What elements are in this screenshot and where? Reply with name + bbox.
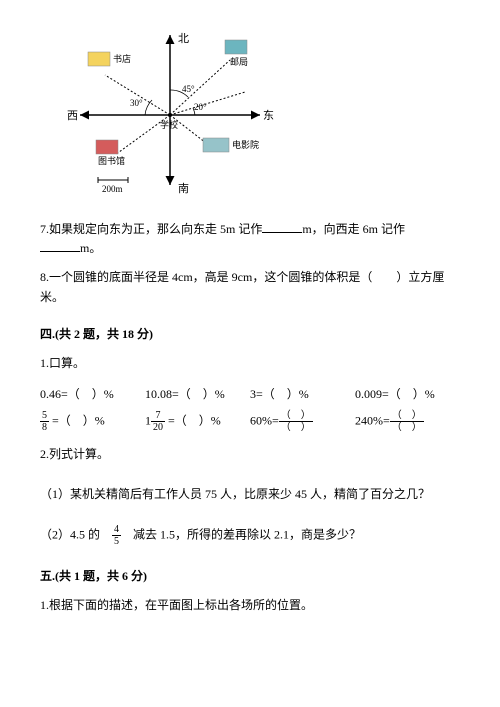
calc-2b: 1720 =（ ）%	[145, 410, 250, 433]
s5-q1: 1.根据下面的描述，在平面图上标出各场所的位置。	[40, 596, 460, 615]
angle30: 30°	[130, 98, 143, 108]
angle20: 20°	[194, 102, 207, 112]
q8-text: 8.一个圆锥的底面半径是 4cm，高是 9cm，这个圆锥的体积是（ ）立方厘米。	[40, 270, 444, 303]
s4-q2-label: 2.列式计算。	[40, 445, 460, 464]
east-label: 东	[263, 109, 274, 122]
frac-paren-1: （ ）（ ）	[279, 410, 313, 433]
calc-1c: 3=（ ）%	[250, 385, 355, 404]
s4-q2-sub2b: 减去 1.5，所得的差再除以 2.1，商是多少？	[121, 527, 361, 541]
school-label: 学校	[160, 119, 178, 130]
compass-diagram: 北 南 东 西 学校 书店 邮局 图书馆 电影院 30° 45° 20° 200…	[60, 30, 260, 190]
bookstore-label: 书店	[113, 53, 131, 64]
cinema-label: 电影院	[232, 139, 259, 150]
calc-row-2: 58 =（ ）% 1720 =（ ）% 60%=（ ）（ ） 240%=（ ）（…	[40, 410, 460, 433]
west-label: 西	[67, 110, 78, 122]
frac-4-5: 45	[112, 524, 121, 547]
frac-paren-2: （ ）（ ）	[390, 410, 424, 433]
question-8: 8.一个圆锥的底面半径是 4cm，高是 9cm，这个圆锥的体积是（ ）立方厘米。	[40, 268, 460, 306]
section-4-heading: 四.(共 2 题，共 18 分)	[40, 325, 460, 344]
q7-unit2: m。	[80, 241, 101, 255]
north-label: 北	[178, 32, 189, 45]
section-5-heading: 五.(共 1 题，共 6 分)	[40, 567, 460, 586]
library-label: 图书馆	[98, 155, 125, 166]
angle45: 45°	[182, 84, 195, 94]
south-label: 南	[178, 182, 189, 195]
calc-1d: 0.009=（ ）%	[355, 385, 460, 404]
calc-1a: 0.46=（ ）%	[40, 385, 145, 404]
scale-label: 200m	[102, 184, 123, 194]
s4-q2-sub1: （1）某机关精简后有工作人员 75 人，比原来少 45 人，精简了百分之几？	[40, 485, 460, 504]
post-label: 邮局	[230, 56, 248, 67]
frac-5-8: 58	[40, 410, 49, 433]
q7-unit1: m，向西走 6m 记作	[302, 222, 405, 236]
q7-blank1	[262, 220, 302, 233]
q7-text1: 7.如果规定向东为正，那么向东走 5m 记作	[40, 222, 262, 236]
calc-2a: 58 =（ ）%	[40, 410, 145, 433]
calc-1b: 10.08=（ ）%	[145, 385, 250, 404]
s4-q1-label: 1.口算。	[40, 354, 460, 373]
frac-7-20: 720	[151, 410, 165, 433]
s4-q2-sub2a: （2）4.5 的	[40, 527, 112, 541]
question-7: 7.如果规定向东为正，那么向东走 5m 记作 m，向西走 6m 记作 m。	[40, 220, 460, 258]
calc-2c: 60%=（ ）（ ）	[250, 410, 355, 433]
s4-q2-sub2: （2）4.5 的 45 减去 1.5，所得的差再除以 2.1，商是多少？	[40, 524, 460, 547]
calc-row-1: 0.46=（ ）% 10.08=（ ）% 3=（ ）% 0.009=（ ）%	[40, 385, 460, 404]
calc-2d: 240%=（ ）（ ）	[355, 410, 460, 433]
q7-blank2	[40, 239, 80, 252]
